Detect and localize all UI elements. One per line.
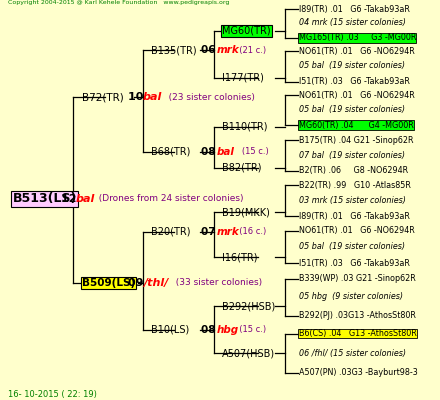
Text: mrk: mrk xyxy=(216,227,239,237)
Text: 08: 08 xyxy=(202,147,220,157)
Text: B82(TR): B82(TR) xyxy=(222,162,262,172)
Text: B22(TR) .99   G10 -Atlas85R: B22(TR) .99 G10 -Atlas85R xyxy=(299,180,411,190)
Text: NO61(TR) .01   G6 -NO6294R: NO61(TR) .01 G6 -NO6294R xyxy=(299,47,414,56)
Text: B339(WP) .03 G21 -Sinop62R: B339(WP) .03 G21 -Sinop62R xyxy=(299,274,415,283)
Text: B68(TR): B68(TR) xyxy=(151,147,191,157)
Text: bal: bal xyxy=(143,92,162,102)
Text: 04 mrk (15 sister colonies): 04 mrk (15 sister colonies) xyxy=(299,18,406,28)
Text: bal: bal xyxy=(216,147,235,157)
Text: B292(PJ) .03G13 -AthosSt80R: B292(PJ) .03G13 -AthosSt80R xyxy=(299,312,415,320)
Text: MG60(TR): MG60(TR) xyxy=(222,26,271,36)
Text: B19(MKK): B19(MKK) xyxy=(222,208,270,218)
Text: 05 bal  (19 sister colonies): 05 bal (19 sister colonies) xyxy=(299,62,405,70)
Text: A507(PN) .03G3 -Bayburt98-3: A507(PN) .03G3 -Bayburt98-3 xyxy=(299,368,418,377)
Text: B72(TR): B72(TR) xyxy=(82,92,124,102)
Text: B175(TR) .04 G21 -Sinop62R: B175(TR) .04 G21 -Sinop62R xyxy=(299,136,413,145)
Text: A507(HSB): A507(HSB) xyxy=(222,348,275,358)
Text: B6(CS) .04   G13 -AthosSt80R: B6(CS) .04 G13 -AthosSt80R xyxy=(299,329,416,338)
Text: Copyright 2004-2015 @ Karl Kehele Foundation   www.pedigreapis.org: Copyright 2004-2015 @ Karl Kehele Founda… xyxy=(8,0,230,6)
Text: 05 bal  (19 sister colonies): 05 bal (19 sister colonies) xyxy=(299,105,405,114)
Text: I51(TR) .03   G6 -Takab93aR: I51(TR) .03 G6 -Takab93aR xyxy=(299,259,410,268)
Text: 05 bal  (19 sister colonies): 05 bal (19 sister colonies) xyxy=(299,242,405,251)
Text: 06 /fhl/ (15 sister colonies): 06 /fhl/ (15 sister colonies) xyxy=(299,348,406,358)
Text: (Drones from 24 sister colonies): (Drones from 24 sister colonies) xyxy=(93,194,244,203)
Text: I89(TR) .01   G6 -Takab93aR: I89(TR) .01 G6 -Takab93aR xyxy=(299,5,410,14)
Text: I16(TR): I16(TR) xyxy=(222,252,258,262)
Text: bal: bal xyxy=(76,194,95,204)
Text: mrk: mrk xyxy=(216,45,239,55)
Text: 05 hbg  (9 sister colonies): 05 hbg (9 sister colonies) xyxy=(299,292,403,301)
Text: 07 bal  (19 sister colonies): 07 bal (19 sister colonies) xyxy=(299,150,405,160)
Text: B513(LS): B513(LS) xyxy=(13,192,77,205)
Text: 03 mrk (15 sister colonies): 03 mrk (15 sister colonies) xyxy=(299,196,406,205)
Text: B135(TR): B135(TR) xyxy=(151,45,197,55)
Text: 09: 09 xyxy=(128,278,147,288)
Text: 06: 06 xyxy=(202,45,220,55)
Text: 12: 12 xyxy=(61,194,80,204)
Text: MG165(TR) .03     G3 -MG00R: MG165(TR) .03 G3 -MG00R xyxy=(299,33,416,42)
Text: (21 c.): (21 c.) xyxy=(234,46,266,55)
Text: 07: 07 xyxy=(202,227,220,237)
Text: B2(TR) .06     G8 -NO6294R: B2(TR) .06 G8 -NO6294R xyxy=(299,166,408,175)
Text: 16- 10-2015 ( 22: 19): 16- 10-2015 ( 22: 19) xyxy=(8,390,97,399)
Text: I51(TR) .03   G6 -Takab93aR: I51(TR) .03 G6 -Takab93aR xyxy=(299,77,410,86)
Text: (23 sister colonies): (23 sister colonies) xyxy=(160,93,255,102)
Text: B292(HSB): B292(HSB) xyxy=(222,301,275,311)
Text: NO61(TR) .01   G6 -NO6294R: NO61(TR) .01 G6 -NO6294R xyxy=(299,91,414,100)
Text: /thl/: /thl/ xyxy=(143,278,169,288)
Text: I89(TR) .01   G6 -Takab93aR: I89(TR) .01 G6 -Takab93aR xyxy=(299,212,410,221)
Text: (16 c.): (16 c.) xyxy=(234,228,266,236)
Text: B110(TR): B110(TR) xyxy=(222,122,268,132)
Text: (33 sister colonies): (33 sister colonies) xyxy=(170,278,262,287)
Text: MG60(TR) .04      G4 -MG00R: MG60(TR) .04 G4 -MG00R xyxy=(299,121,414,130)
Text: B509(LS): B509(LS) xyxy=(82,278,135,288)
Text: I177(TR): I177(TR) xyxy=(222,73,264,83)
Text: NO61(TR) .01   G6 -NO6294R: NO61(TR) .01 G6 -NO6294R xyxy=(299,226,414,235)
Text: B10(LS): B10(LS) xyxy=(151,325,189,335)
Text: (15 c.): (15 c.) xyxy=(234,325,266,334)
Text: B20(TR): B20(TR) xyxy=(151,227,191,237)
Text: 10: 10 xyxy=(128,92,147,102)
Text: 08: 08 xyxy=(202,325,220,335)
Text: hbg: hbg xyxy=(216,325,238,335)
Text: (15 c.): (15 c.) xyxy=(234,147,268,156)
